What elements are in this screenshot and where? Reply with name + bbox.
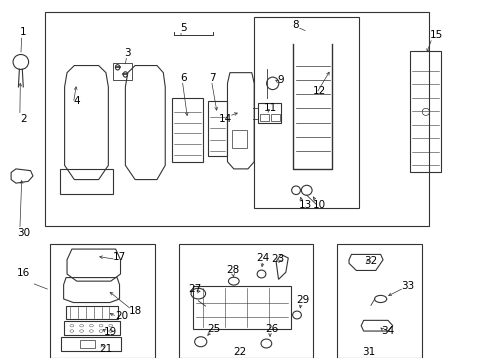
Text: 31: 31 xyxy=(361,347,374,357)
Text: 8: 8 xyxy=(292,19,298,30)
Bar xyxy=(270,114,279,121)
Text: 16: 16 xyxy=(17,268,30,278)
Text: 27: 27 xyxy=(187,284,201,294)
Text: 17: 17 xyxy=(112,252,125,262)
Bar xyxy=(171,98,203,162)
Text: 2: 2 xyxy=(20,114,26,124)
Text: 23: 23 xyxy=(270,254,284,264)
Text: 4: 4 xyxy=(73,96,80,106)
Bar xyxy=(232,130,246,148)
Bar xyxy=(260,114,268,121)
Text: 22: 22 xyxy=(233,347,246,357)
Bar xyxy=(113,63,131,80)
Text: 14: 14 xyxy=(218,114,231,124)
Text: 30: 30 xyxy=(17,228,30,238)
Text: 5: 5 xyxy=(180,23,186,33)
Text: 20: 20 xyxy=(115,311,128,321)
Bar xyxy=(254,17,358,208)
Text: 13: 13 xyxy=(298,200,311,210)
Bar xyxy=(336,244,421,358)
Bar xyxy=(45,12,428,226)
Bar xyxy=(65,306,118,319)
Text: 11: 11 xyxy=(263,103,276,113)
Text: 19: 19 xyxy=(104,327,117,337)
Bar xyxy=(50,244,154,358)
Text: 29: 29 xyxy=(296,295,309,305)
Text: 10: 10 xyxy=(313,200,326,210)
Text: 6: 6 xyxy=(180,73,186,83)
Text: 33: 33 xyxy=(400,282,413,292)
Bar xyxy=(63,321,119,334)
Bar xyxy=(207,101,226,156)
Text: 24: 24 xyxy=(256,253,269,263)
Bar xyxy=(80,340,95,348)
Text: 7: 7 xyxy=(209,73,216,83)
Text: 18: 18 xyxy=(128,306,142,316)
Text: 25: 25 xyxy=(207,324,221,334)
Text: 28: 28 xyxy=(226,265,239,275)
Bar xyxy=(409,51,441,172)
Text: 32: 32 xyxy=(364,256,377,266)
Text: 1: 1 xyxy=(20,27,26,37)
Text: 34: 34 xyxy=(381,326,394,336)
Text: 9: 9 xyxy=(277,75,284,85)
Bar xyxy=(179,244,312,358)
Text: 12: 12 xyxy=(313,86,326,96)
Bar xyxy=(258,103,281,122)
Bar xyxy=(61,337,121,351)
Text: 26: 26 xyxy=(264,324,278,334)
Bar xyxy=(193,287,290,329)
Text: 3: 3 xyxy=(124,48,131,58)
Text: 15: 15 xyxy=(429,30,442,40)
Text: 21: 21 xyxy=(99,344,112,354)
